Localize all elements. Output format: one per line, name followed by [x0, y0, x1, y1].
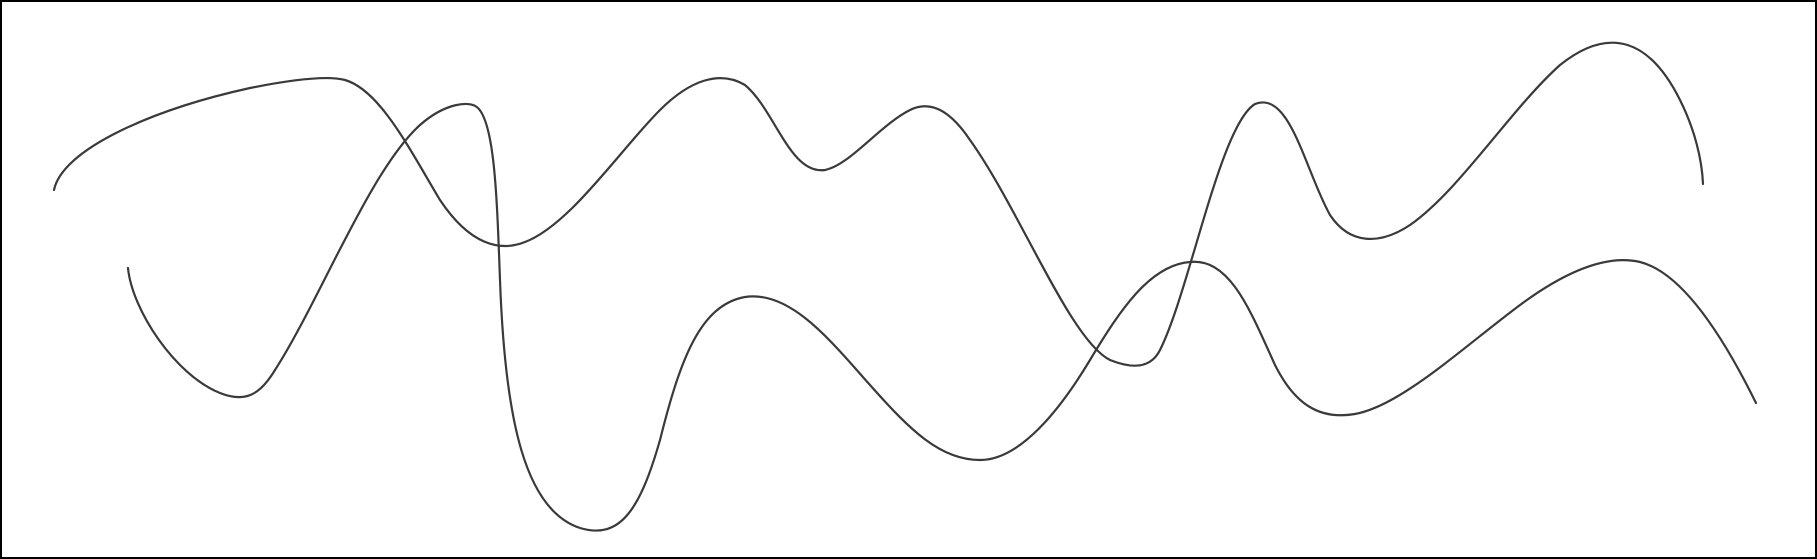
- curve-upper: [52, 41, 1705, 367]
- curve-lower: [126, 102, 1758, 532]
